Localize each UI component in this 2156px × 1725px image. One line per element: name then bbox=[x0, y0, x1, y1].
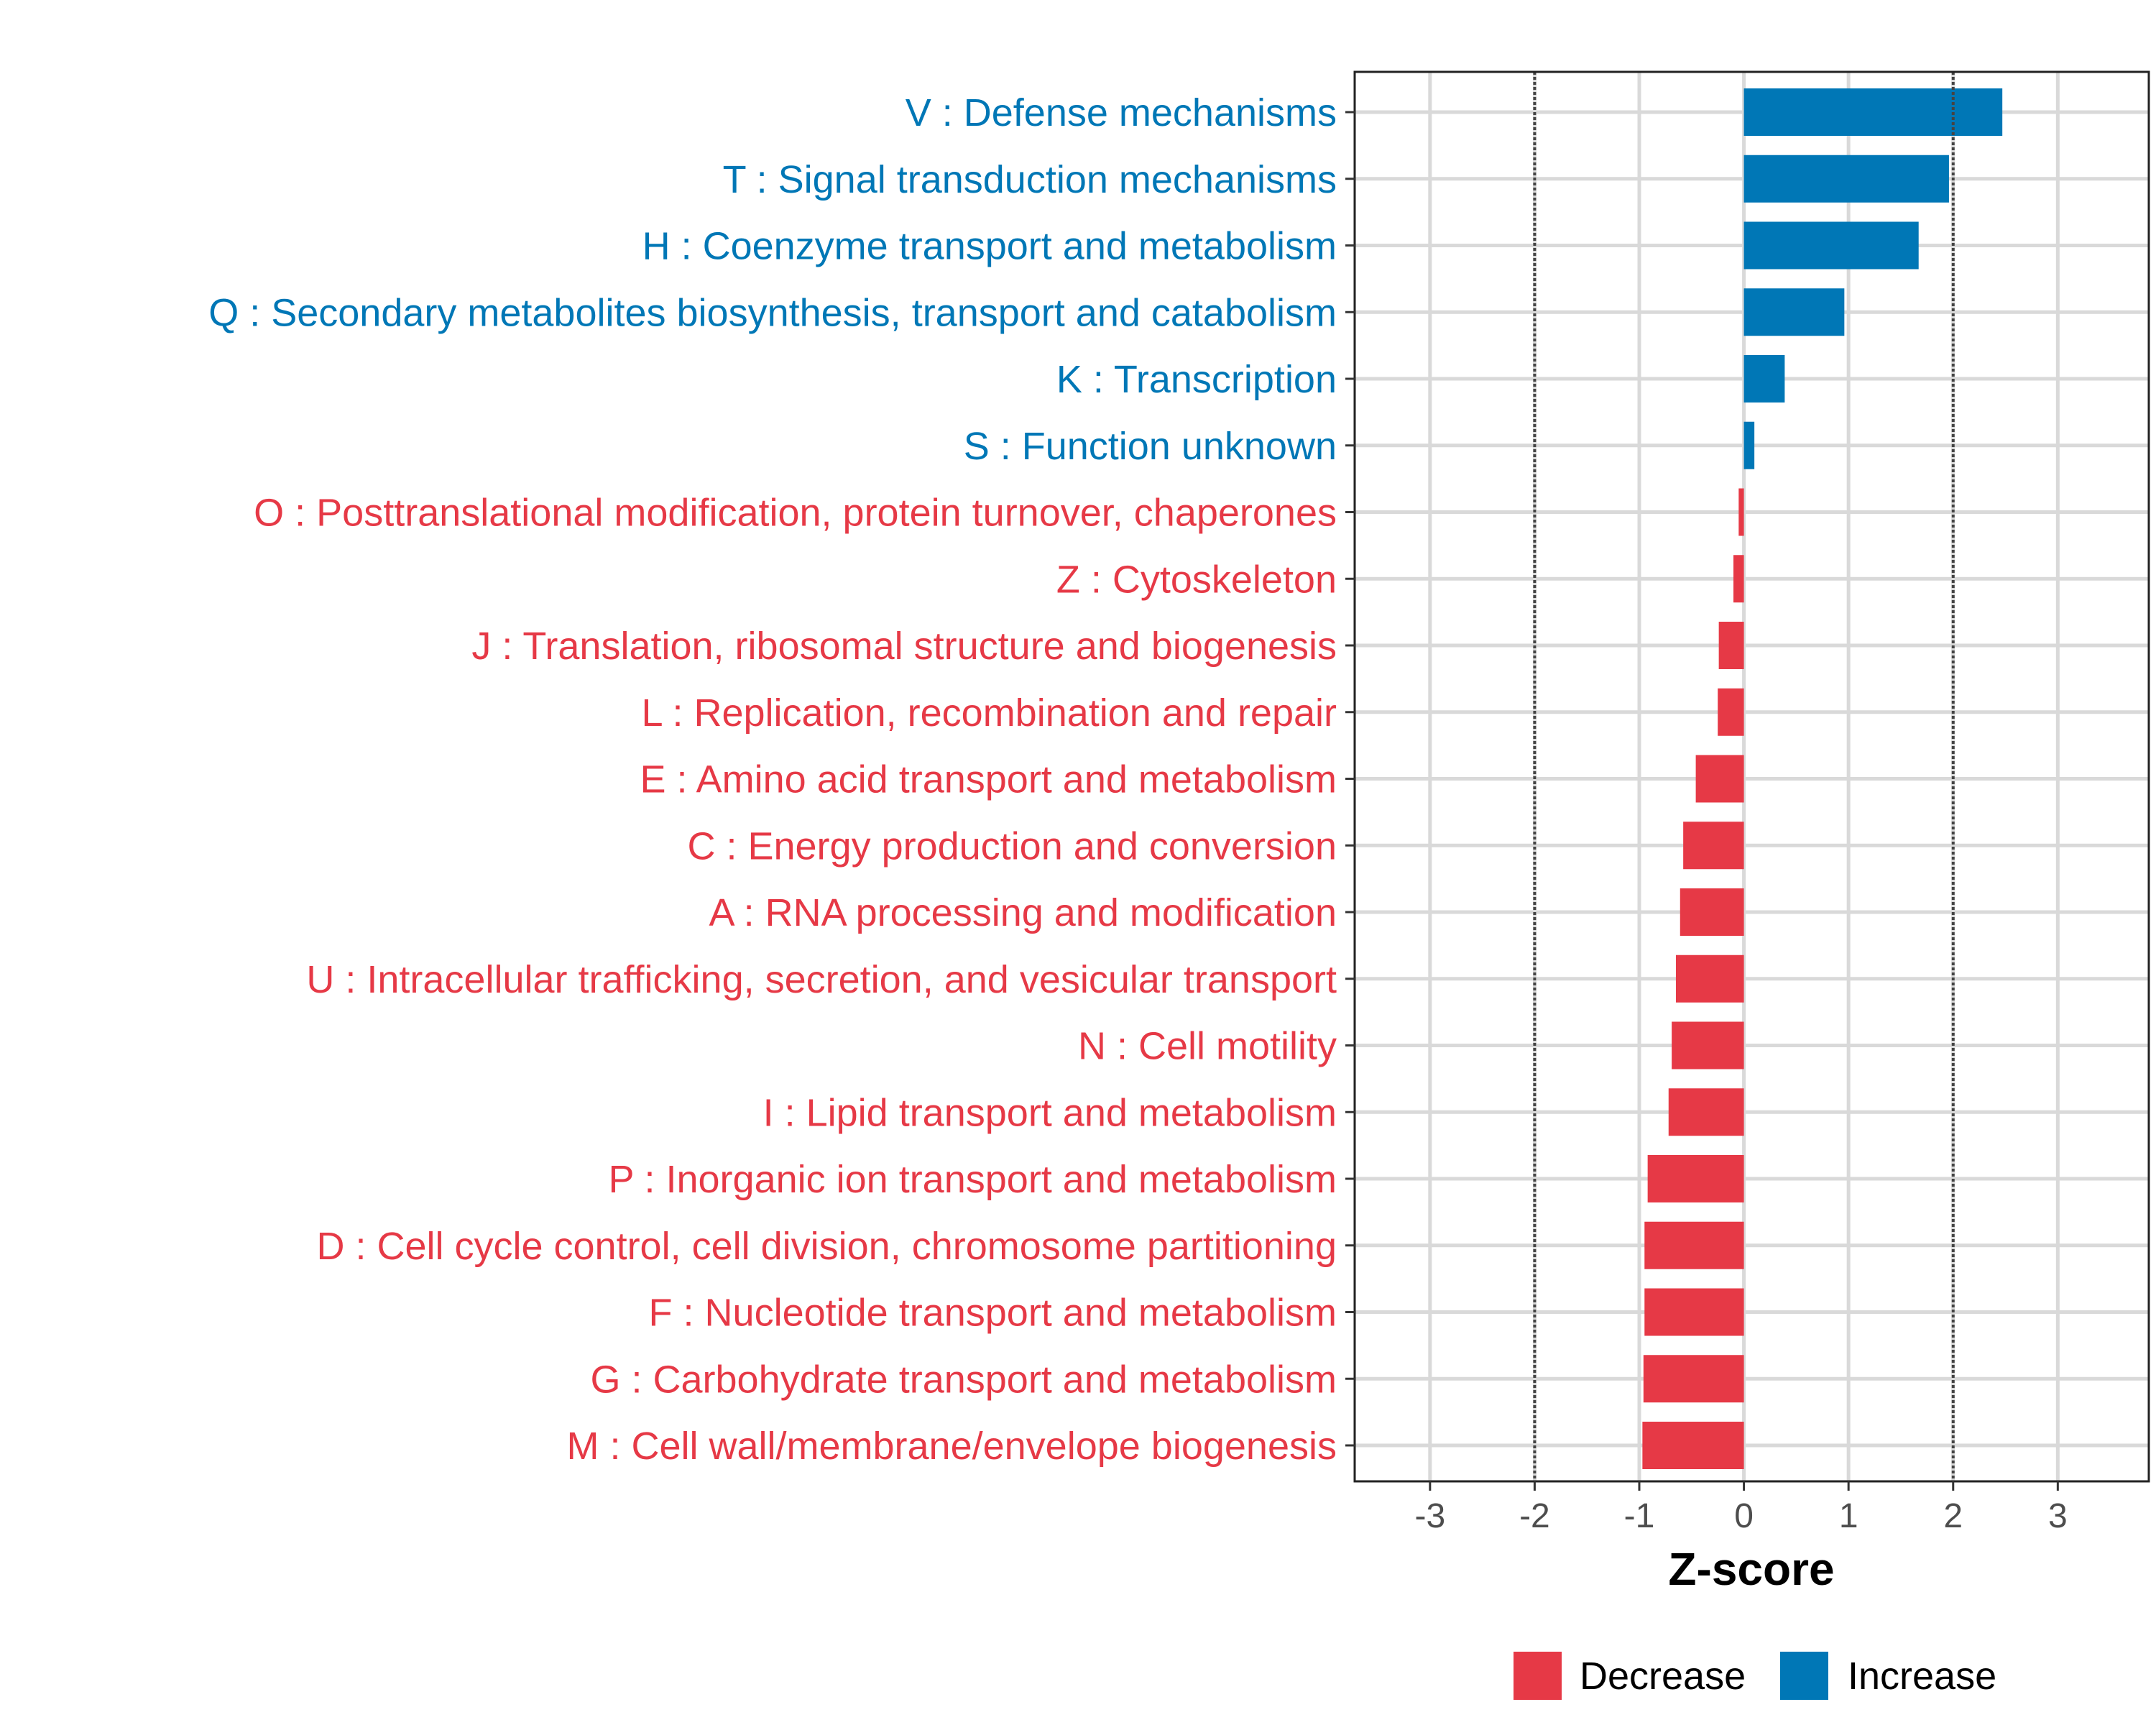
y-tick-label: S : Function unknown bbox=[964, 425, 1337, 468]
bar bbox=[1695, 755, 1744, 803]
legend-swatch-increase bbox=[1780, 1652, 1828, 1700]
bar bbox=[1738, 488, 1744, 536]
x-axis-ticks: -3 -2 -1 0 1 2 3 bbox=[1414, 1481, 2068, 1535]
legend-label-increase: Increase bbox=[1848, 1655, 1996, 1698]
panel-border bbox=[1353, 70, 2150, 1483]
y-tick-label: T : Signal transduction mechanisms bbox=[723, 158, 1337, 201]
legend-swatch-decrease bbox=[1514, 1652, 1562, 1700]
y-tick-label: A : RNA processing and modification bbox=[709, 891, 1337, 934]
y-tick-label: P : Inorganic ion transport and metaboli… bbox=[608, 1158, 1337, 1201]
y-axis-labels: V : Defense mechanisms T : Signal transdu… bbox=[208, 91, 1355, 1468]
bar bbox=[1718, 622, 1744, 669]
x-tick-label: -2 bbox=[1519, 1497, 1550, 1535]
x-tick-label: -1 bbox=[1624, 1497, 1655, 1535]
bar bbox=[1643, 1355, 1744, 1403]
y-tick-label: L : Replication, recombination and repai… bbox=[641, 691, 1337, 735]
y-tick-label: N : Cell motility bbox=[1078, 1025, 1337, 1068]
grid bbox=[1355, 72, 2149, 1481]
y-tick-label: U : Intracellular trafficking, secretion… bbox=[306, 958, 1337, 1001]
y-tick-label: M : Cell wall/membrane/envelope biogenes… bbox=[566, 1425, 1337, 1468]
x-tick-label: 0 bbox=[1734, 1497, 1754, 1535]
legend: Decrease Increase bbox=[1514, 1652, 1996, 1700]
bar bbox=[1718, 688, 1744, 736]
bar bbox=[1733, 555, 1744, 603]
x-tick-label: 1 bbox=[1839, 1497, 1858, 1535]
y-tick-label: I : Lipid transport and metabolism bbox=[763, 1091, 1337, 1134]
bar bbox=[1743, 155, 1949, 203]
bar bbox=[1743, 221, 1919, 270]
y-tick-label: V : Defense mechanisms bbox=[906, 91, 1337, 134]
y-tick-label: H : Coenzyme transport and metabolism bbox=[642, 225, 1337, 268]
bar bbox=[1683, 822, 1744, 870]
x-axis-title: Z-score bbox=[1668, 1543, 1834, 1595]
reference-lines bbox=[1533, 72, 1955, 1481]
x-tick-label: 3 bbox=[2048, 1497, 2068, 1535]
bar bbox=[1644, 1288, 1744, 1336]
y-tick-label: J : Translation, ribosomal structure and… bbox=[471, 625, 1337, 668]
y-tick-label: O : Posttranslational modification, prot… bbox=[254, 492, 1337, 535]
bar bbox=[1644, 1221, 1744, 1269]
y-tick-label: C : Energy production and conversion bbox=[687, 824, 1337, 868]
y-tick-label: Z : Cytoskeleton bbox=[1056, 558, 1337, 601]
y-tick-label: G : Carbohydrate transport and metabolis… bbox=[591, 1358, 1337, 1401]
bar bbox=[1743, 421, 1755, 469]
bar bbox=[1680, 888, 1744, 936]
bar bbox=[1743, 355, 1785, 402]
x-tick-label: -3 bbox=[1414, 1497, 1445, 1535]
bar bbox=[1672, 1021, 1744, 1070]
bar bbox=[1642, 1422, 1744, 1469]
x-tick-label: 2 bbox=[1943, 1497, 1963, 1535]
bars bbox=[1642, 88, 2003, 1469]
bar bbox=[1743, 88, 2003, 136]
y-tick-label: E : Amino acid transport and metabolism bbox=[640, 758, 1337, 801]
legend-label-decrease: Decrease bbox=[1580, 1655, 1746, 1698]
bar bbox=[1675, 954, 1744, 1003]
y-tick-label: Q : Secondary metabolites biosynthesis, … bbox=[208, 291, 1337, 334]
bar bbox=[1668, 1088, 1744, 1136]
bar bbox=[1647, 1155, 1744, 1202]
bar bbox=[1743, 288, 1845, 336]
y-tick-label: K : Transcription bbox=[1056, 358, 1337, 401]
y-tick-label: D : Cell cycle control, cell division, c… bbox=[316, 1225, 1337, 1268]
y-tick-label: F : Nucleotide transport and metabolism bbox=[649, 1292, 1337, 1335]
